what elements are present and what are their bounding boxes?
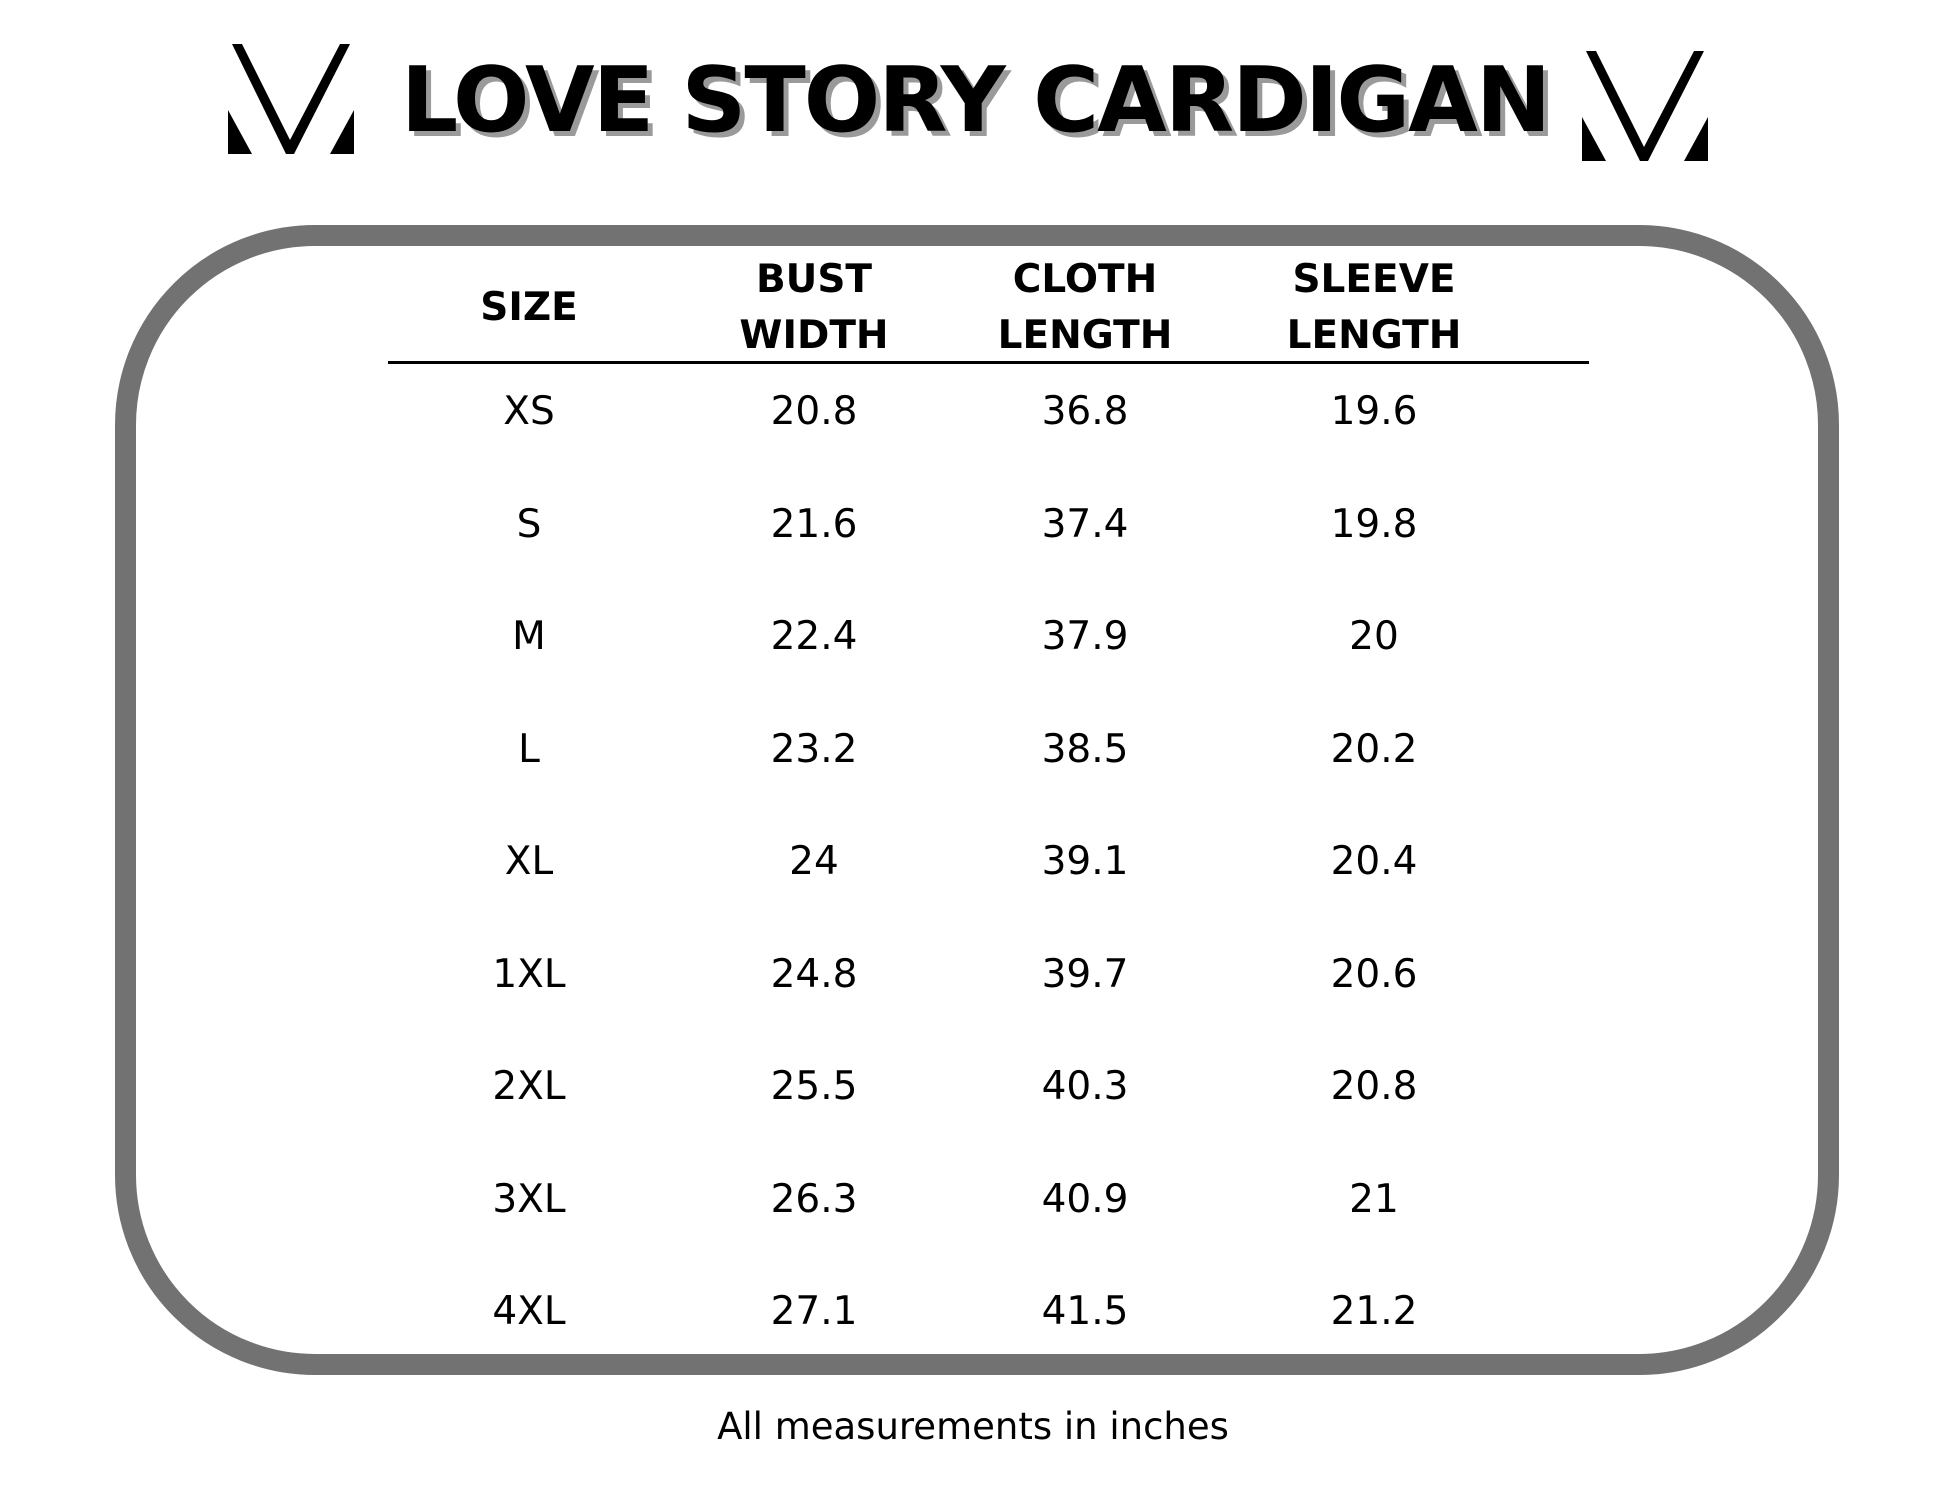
measurement-cell: 21: [1349, 1176, 1399, 1222]
column-header-line: LENGTH: [1286, 313, 1462, 358]
column-header-line: SIZE: [480, 285, 578, 330]
measurement-cell: 24: [789, 839, 839, 884]
measurement-cell: 37.9: [1041, 614, 1129, 659]
column-header: SLEEVE LENGTH: [1224, 252, 1524, 364]
measurement-cell: 20.4: [1330, 839, 1418, 884]
measurement-cell: 25.5: [770, 1064, 858, 1109]
size-label: 2XL: [492, 1064, 566, 1109]
column-header-line: BUST: [755, 257, 873, 302]
measurement-cell: 19.6: [1330, 389, 1418, 434]
footer-note: All measurements in inches: [717, 1405, 1229, 1448]
measurement-cell: 20.8: [770, 389, 858, 434]
measurement-cell: 37.4: [1041, 501, 1129, 547]
measurement-cell: 38.5: [1041, 726, 1129, 772]
measurement-cell: 40.9: [1041, 1176, 1129, 1222]
size-label: XS: [503, 389, 555, 434]
measurement-cell: 20.6: [1330, 951, 1418, 997]
measurement-cell: 21.6: [770, 501, 858, 547]
measurement-cell: 26.3: [770, 1176, 858, 1222]
column-header-line: CLOTH: [1012, 257, 1158, 302]
size-label: L: [518, 726, 540, 772]
logo-icon: [228, 44, 354, 154]
measurement-cell: 22.4: [770, 614, 858, 659]
column-header-line: WIDTH: [739, 313, 889, 358]
measurement-cell: 27.1: [770, 1289, 858, 1334]
measurement-cell: 23.2: [770, 726, 858, 772]
measurement-cell: 20: [1349, 614, 1399, 659]
size-label: S: [516, 501, 542, 547]
header-divider: [388, 361, 1589, 364]
column-header: BUST WIDTH: [664, 252, 964, 364]
measurement-cell: 20.2: [1330, 726, 1418, 772]
measurement-cell: 41.5: [1041, 1289, 1129, 1334]
size-label: 4XL: [492, 1289, 566, 1334]
measurement-cell: 19.8: [1330, 501, 1418, 547]
size-chart-frame: [115, 225, 1839, 1375]
measurement-cell: 21.2: [1330, 1289, 1418, 1334]
measurement-cell: 20.8: [1330, 1064, 1418, 1109]
page-title: LOVE STORY CARDIGAN: [400, 48, 1551, 153]
column-header-line: LENGTH: [997, 313, 1173, 358]
size-label: M: [512, 614, 546, 659]
logo-icon: [1582, 51, 1708, 161]
size-label: 3XL: [492, 1176, 566, 1222]
column-header: CLOTH LENGTH: [935, 252, 1235, 364]
measurement-cell: 39.7: [1041, 951, 1129, 997]
size-label: XL: [504, 839, 554, 884]
measurement-cell: 40.3: [1041, 1064, 1129, 1109]
column-header: SIZE: [379, 280, 679, 336]
column-header-line: SLEEVE: [1292, 257, 1456, 302]
measurement-cell: 36.8: [1041, 389, 1129, 434]
size-label: 1XL: [492, 951, 566, 997]
measurement-cell: 39.1: [1041, 839, 1129, 884]
measurement-cell: 24.8: [770, 951, 858, 997]
